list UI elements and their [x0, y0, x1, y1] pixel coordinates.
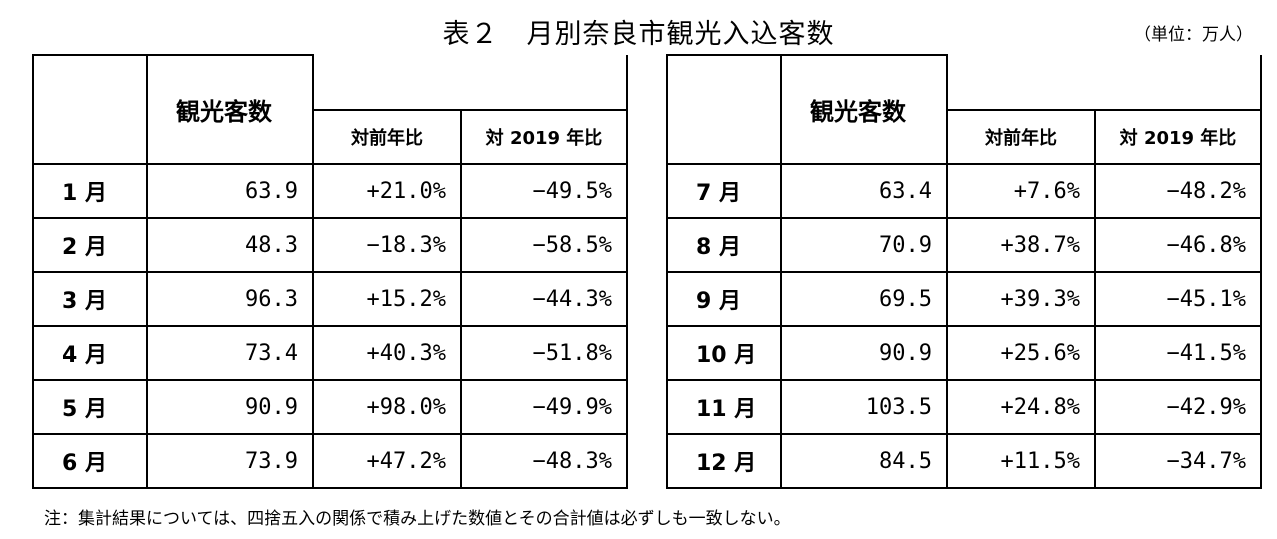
vs2019-cell: −51.8% [460, 325, 628, 381]
yoy-cell: +24.8% [946, 379, 1096, 435]
yoy-cell: +38.7% [946, 217, 1096, 273]
table-row: 8 月 70.9 +38.7% −46.8% [666, 217, 1262, 273]
visitors-cell: 90.9 [780, 325, 948, 381]
month-cell: 2 月 [32, 217, 148, 273]
visitors-cell: 84.5 [780, 433, 948, 489]
month-cell: 7 月 [666, 163, 782, 219]
visitors-cell: 96.3 [146, 271, 314, 327]
table-row: 10 月 90.9 +25.6% −41.5% [666, 325, 1262, 381]
yoy-cell: +25.6% [946, 325, 1096, 381]
yoy-cell: +15.2% [312, 271, 462, 327]
vs2019-cell: −49.5% [460, 163, 628, 219]
vs2019-cell: −48.2% [1094, 163, 1262, 219]
table-jan-jun: 観光客数 対前年比 対 2019 年比 1 月 63.9 +21.0% −49.5% 2… [32, 54, 628, 489]
month-cell: 5 月 [32, 379, 148, 435]
header-vs2019: 対 2019 年比 [1094, 109, 1262, 165]
table-row: 6 月 73.9 +47.2% −48.3% [32, 433, 628, 489]
vs2019-cell: −46.8% [1094, 217, 1262, 273]
visitors-cell: 103.5 [780, 379, 948, 435]
header-visitors: 観光客数 [780, 54, 948, 164]
visitors-cell: 63.9 [146, 163, 314, 219]
header-visitors: 観光客数 [146, 54, 314, 164]
visitors-cell: 73.9 [146, 433, 314, 489]
month-cell: 11 月 [666, 379, 782, 435]
visitors-cell: 48.3 [146, 217, 314, 273]
table-row: 5 月 90.9 +98.0% −49.9% [32, 379, 628, 435]
footnote: 注：集計結果については、四捨五入の関係で積み上げた数値とその合計値は必ずしも一致… [44, 509, 791, 529]
visitors-cell: 90.9 [146, 379, 314, 435]
vs2019-cell: −34.7% [1094, 433, 1262, 489]
table-row: 12 月 84.5 +11.5% −34.7% [666, 433, 1262, 489]
visitors-cell: 73.4 [146, 325, 314, 381]
vs2019-cell: −49.9% [460, 379, 628, 435]
yoy-cell: +39.3% [946, 271, 1096, 327]
month-cell: 1 月 [32, 163, 148, 219]
month-cell: 8 月 [666, 217, 782, 273]
vs2019-cell: −45.1% [1094, 271, 1262, 327]
yoy-cell: +21.0% [312, 163, 462, 219]
vs2019-cell: −48.3% [460, 433, 628, 489]
visitors-cell: 63.4 [780, 163, 948, 219]
yoy-cell: +40.3% [312, 325, 462, 381]
table-row: 1 月 63.9 +21.0% −49.5% [32, 163, 628, 219]
month-cell: 12 月 [666, 433, 782, 489]
table-row: 7 月 63.4 +7.6% −48.2% [666, 163, 1262, 219]
header-blank-cell [32, 54, 148, 165]
header-vs2019: 対 2019 年比 [460, 109, 628, 165]
yoy-cell: +7.6% [946, 163, 1096, 219]
yoy-cell: +98.0% [312, 379, 462, 435]
table-row: 9 月 69.5 +39.3% −45.1% [666, 271, 1262, 327]
yoy-cell: −18.3% [312, 217, 462, 273]
header-yoy: 対前年比 [946, 109, 1096, 165]
header-spacer [946, 55, 1262, 111]
table-row: 11 月 103.5 +24.8% −42.9% [666, 379, 1262, 435]
month-cell: 3 月 [32, 271, 148, 327]
table-jul-dec: 観光客数 対前年比 対 2019 年比 7 月 63.4 +7.6% −48.2% 8 … [666, 54, 1262, 489]
yoy-cell: +47.2% [312, 433, 462, 489]
month-cell: 9 月 [666, 271, 782, 327]
yoy-cell: +11.5% [946, 433, 1096, 489]
header-yoy: 対前年比 [312, 109, 462, 165]
visitors-cell: 69.5 [780, 271, 948, 327]
header-spacer [312, 55, 628, 111]
visitors-cell: 70.9 [780, 217, 948, 273]
table-row: 4 月 73.4 +40.3% −51.8% [32, 325, 628, 381]
table-title: 表２ 月別奈良市観光入込客数 [442, 19, 835, 50]
month-cell: 6 月 [32, 433, 148, 489]
unit-label: （単位：万人） [1134, 25, 1253, 45]
table-row: 2 月 48.3 −18.3% −58.5% [32, 217, 628, 273]
month-cell: 4 月 [32, 325, 148, 381]
table-row: 3 月 96.3 +15.2% −44.3% [32, 271, 628, 327]
header-blank-cell [666, 54, 782, 165]
vs2019-cell: −41.5% [1094, 325, 1262, 381]
vs2019-cell: −44.3% [460, 271, 628, 327]
vs2019-cell: −42.9% [1094, 379, 1262, 435]
month-cell: 10 月 [666, 325, 782, 381]
vs2019-cell: −58.5% [460, 217, 628, 273]
